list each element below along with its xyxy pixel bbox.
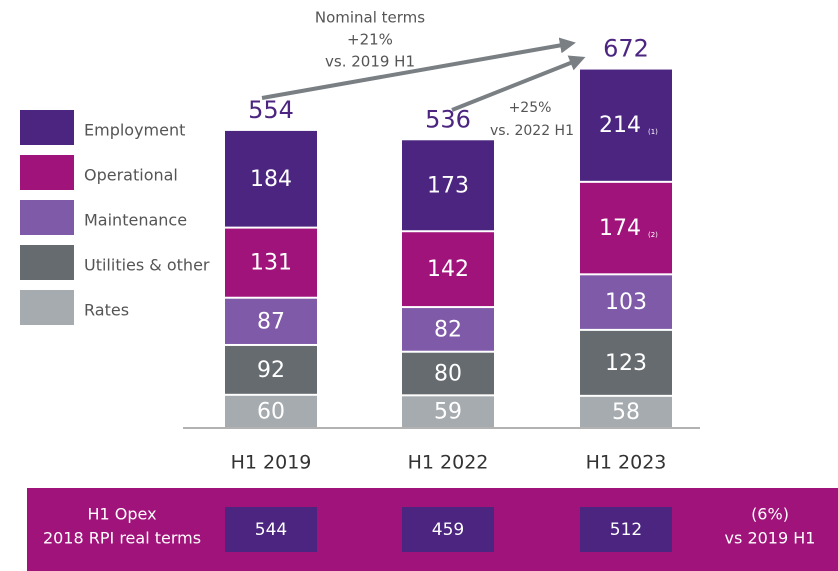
panel-change: vs 2019 H1 [725, 529, 816, 548]
panel-value: 459 [432, 520, 464, 540]
bar-segment [402, 396, 494, 427]
legend-swatch [20, 110, 74, 145]
arrow [451, 55, 586, 112]
legend-swatch [20, 290, 74, 325]
footnote-mark: (1) [648, 128, 658, 136]
annotation: vs. 2019 H1 [325, 53, 415, 71]
total-label: 672 [603, 35, 649, 63]
panel-change: (6%) [751, 505, 789, 524]
panel-box [225, 507, 317, 552]
bar-segment [580, 69, 672, 181]
annotation: vs. 2022 H1 [490, 123, 574, 139]
total-label: 536 [425, 105, 471, 133]
data-label: 82 [434, 317, 462, 342]
bar-segment [580, 182, 672, 274]
bar-segment [225, 130, 317, 227]
bar-segment [402, 352, 494, 395]
x-tick-label: H1 2019 [231, 452, 312, 474]
bar-segment [580, 275, 672, 329]
legend-label: Operational [84, 166, 178, 185]
data-label: 59 [434, 400, 462, 425]
data-label: 58 [612, 400, 640, 425]
annotation: +21% [347, 31, 393, 49]
bar-segment [402, 232, 494, 307]
bar-segment [580, 396, 672, 427]
legend-swatch [20, 245, 74, 280]
legend-label: Maintenance [84, 211, 187, 230]
x-tick-label: H1 2022 [408, 452, 489, 474]
legend-label: Employment [84, 121, 185, 140]
data-label: 87 [257, 309, 285, 334]
data-label: 131 [250, 251, 292, 276]
panel-label: 2018 RPI real terms [43, 529, 201, 548]
panel-label: H1 Opex [87, 505, 156, 524]
footnote-mark: (2) [648, 231, 658, 239]
data-label: 103 [605, 290, 647, 315]
data-label: 184 [250, 167, 292, 192]
bar-segment [225, 345, 317, 394]
bar-segment [580, 330, 672, 395]
bar-segment [225, 395, 317, 427]
data-label: 80 [434, 362, 462, 387]
x-tick-label: H1 2023 [586, 452, 667, 474]
panel-box [580, 507, 672, 552]
panel-value: 544 [255, 520, 287, 540]
bar-segment [225, 298, 317, 344]
bar-segment [402, 308, 494, 351]
arrow [261, 37, 576, 100]
total-label: 554 [248, 96, 294, 124]
data-label: 173 [427, 173, 469, 198]
legend-swatch [20, 200, 74, 235]
data-label: 142 [427, 257, 469, 282]
data-label: 123 [605, 351, 647, 376]
legend-label: Rates [84, 301, 129, 320]
annotation: +25% [509, 100, 552, 116]
legend-label: Utilities & other [84, 256, 210, 275]
annotation: Nominal terms [315, 9, 425, 27]
data-label: 214 [599, 113, 641, 138]
bar-segment [225, 228, 317, 297]
legend-swatch [20, 155, 74, 190]
panel-box [402, 507, 494, 552]
data-label: 92 [257, 358, 285, 383]
data-label: 174 [599, 216, 641, 241]
panel-value: 512 [610, 520, 642, 540]
bar-segment [402, 140, 494, 231]
data-label: 60 [257, 399, 285, 424]
